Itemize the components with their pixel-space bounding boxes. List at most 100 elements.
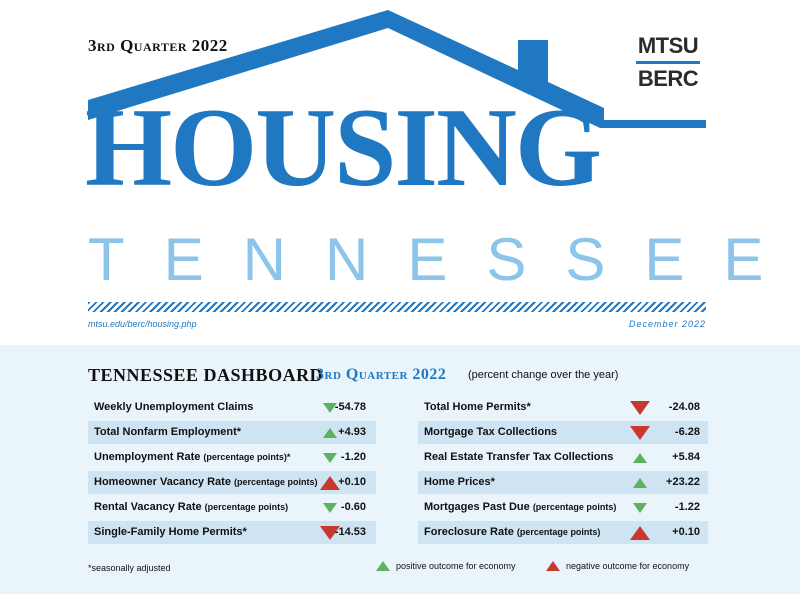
dashboard-row: Unemployment Rate (percentage points)* -1… xyxy=(88,446,376,469)
indicator-label: Weekly Unemployment Claims xyxy=(94,401,253,413)
triangle-up-red-icon xyxy=(546,561,560,571)
indicator-label: Rental Vacancy Rate (percentage points) xyxy=(94,501,288,513)
triangle-up-green-icon xyxy=(323,428,337,438)
indicator-value: +4.93 xyxy=(338,426,366,438)
trend-triangle xyxy=(320,526,340,540)
trend-triangle xyxy=(630,401,650,415)
triangle-down-red-icon xyxy=(630,401,650,415)
triangle-up-green-icon xyxy=(633,453,647,463)
hatched-divider xyxy=(88,302,706,312)
indicator-unit: (percentage points) xyxy=(204,502,289,512)
house-roof-outline xyxy=(88,10,706,128)
dashboard-quarter: 3rd Quarter 2022 xyxy=(316,366,447,383)
indicator-name: Mortgages Past Due xyxy=(424,501,533,513)
indicator-label: Mortgage Tax Collections xyxy=(424,426,557,438)
dashboard-row: Rental Vacancy Rate (percentage points) -… xyxy=(88,496,376,519)
triangle-down-green-icon xyxy=(323,403,337,413)
trend-triangle xyxy=(323,453,337,463)
triangle-up-red-icon xyxy=(320,476,340,490)
indicator-label: Single-Family Home Permits* xyxy=(94,526,247,538)
indicator-name: Unemployment Rate xyxy=(94,451,204,463)
trend-triangle xyxy=(630,426,650,440)
triangle-down-red-icon xyxy=(630,426,650,440)
dashboard-row: Home Prices* +23.22 xyxy=(418,471,708,494)
triangle-up-green-icon xyxy=(376,561,390,571)
indicator-unit: (percentage points) xyxy=(516,527,601,537)
dashboard-row: Mortgage Tax Collections -6.28 xyxy=(418,421,708,444)
logo-divider xyxy=(636,61,700,64)
indicator-name: Homeowner Vacancy Rate xyxy=(94,476,235,488)
trend-triangle xyxy=(323,403,337,413)
legend-negative-label: negative outcome for economy xyxy=(566,561,690,571)
indicator-name: Foreclosure Rate xyxy=(424,526,517,538)
indicator-value: -54.78 xyxy=(334,401,366,413)
legend-positive: positive outcome for economy xyxy=(376,561,516,571)
title-tennessee: TENNESSEE xyxy=(88,226,800,293)
legend-negative: negative outcome for economy xyxy=(546,561,689,571)
dashboard-right-column: Total Home Permits* -24.08 Mortgage Tax Co… xyxy=(418,396,708,546)
triangle-down-green-icon xyxy=(323,503,337,513)
indicator-name: Mortgage Tax Collections xyxy=(424,426,558,438)
trend-triangle xyxy=(630,526,650,540)
indicator-label: Foreclosure Rate (percentage points) xyxy=(424,526,600,538)
indicator-label: Real Estate Transfer Tax Collections xyxy=(424,451,613,463)
trend-triangle xyxy=(633,453,647,463)
triangle-down-green-icon xyxy=(323,453,337,463)
indicator-value: -1.22 xyxy=(674,501,700,513)
indicator-label: Total Nonfarm Employment* xyxy=(94,426,241,438)
trend-triangle xyxy=(633,478,647,488)
dashboard-panel xyxy=(0,345,800,594)
indicator-value: -1.20 xyxy=(340,451,366,463)
dashboard-left-column: Weekly Unemployment Claims -54.78 Total No… xyxy=(88,396,376,546)
logo-line-berc: BERC xyxy=(637,66,699,91)
dashboard-note: (percent change over the year) xyxy=(468,369,619,381)
indicator-value: +0.10 xyxy=(338,476,366,488)
legend-positive-label: positive outcome for economy xyxy=(396,561,516,571)
indicator-label: Homeowner Vacancy Rate (percentage point… xyxy=(94,476,318,488)
indicator-name: Rental Vacancy Rate xyxy=(94,501,205,513)
indicator-name: Weekly Unemployment Claims xyxy=(94,401,254,413)
indicator-label: Total Home Permits* xyxy=(424,401,531,413)
indicator-value: -6.28 xyxy=(674,426,700,438)
dashboard-title: TENNESSEE DASHBOARD xyxy=(88,365,324,385)
indicator-label: Unemployment Rate (percentage points)* xyxy=(94,451,290,463)
indicator-unit: (percentage points) xyxy=(234,477,318,487)
dashboard-row: Mortgages Past Due (percentage points) -1… xyxy=(418,496,708,519)
footnote: *seasonally adjusted xyxy=(88,563,171,573)
indicator-label: Home Prices* xyxy=(424,476,495,488)
indicator-name: Single-Family Home Permits* xyxy=(94,526,247,538)
indicator-value: -24.08 xyxy=(668,401,700,413)
indicator-name: Real Estate Transfer Tax Collections xyxy=(424,451,614,463)
triangle-down-red-icon xyxy=(320,526,340,540)
publication-date: December 2022 xyxy=(628,319,706,329)
dashboard-row: Total Nonfarm Employment* +4.93 xyxy=(88,421,376,444)
indicator-value: -14.53 xyxy=(334,526,366,538)
indicator-value: +5.84 xyxy=(672,451,700,463)
triangle-up-red-icon xyxy=(630,526,650,540)
trend-triangle xyxy=(323,503,337,513)
dashboard-row: Foreclosure Rate (percentage points) +0.1… xyxy=(418,521,708,544)
triangle-down-green-icon xyxy=(633,503,647,513)
indicator-name: Total Home Permits* xyxy=(424,401,531,413)
dashboard-row: Weekly Unemployment Claims -54.78 xyxy=(88,396,376,419)
indicator-name: Total Nonfarm Employment* xyxy=(94,426,242,438)
indicator-name: Home Prices* xyxy=(424,476,495,488)
trend-triangle xyxy=(320,476,340,490)
title-housing: HOUSING xyxy=(85,86,602,210)
mtsu-berc-logo: MTSU BERC xyxy=(632,34,704,91)
indicator-unit: (percentage points) xyxy=(532,502,617,512)
logo-line-mtsu: MTSU xyxy=(637,33,699,58)
dashboard-row: Real Estate Transfer Tax Collections +5.8… xyxy=(418,446,708,469)
indicator-label: Mortgages Past Due (percentage points) xyxy=(424,501,616,513)
indicator-value: +23.22 xyxy=(666,476,700,488)
trend-triangle xyxy=(633,503,647,513)
triangle-up-green-icon xyxy=(633,478,647,488)
indicator-unit: (percentage points)* xyxy=(203,452,291,462)
website-link[interactable]: mtsu.edu/berc/housing.php xyxy=(88,319,197,329)
quarter-label: 3rd Quarter 2022 xyxy=(88,36,228,55)
trend-triangle xyxy=(323,428,337,438)
dashboard-row: Homeowner Vacancy Rate (percentage point… xyxy=(88,471,376,494)
indicator-value: +0.10 xyxy=(672,526,700,538)
roof-shape xyxy=(88,10,706,128)
indicator-value: -0.60 xyxy=(340,501,366,513)
